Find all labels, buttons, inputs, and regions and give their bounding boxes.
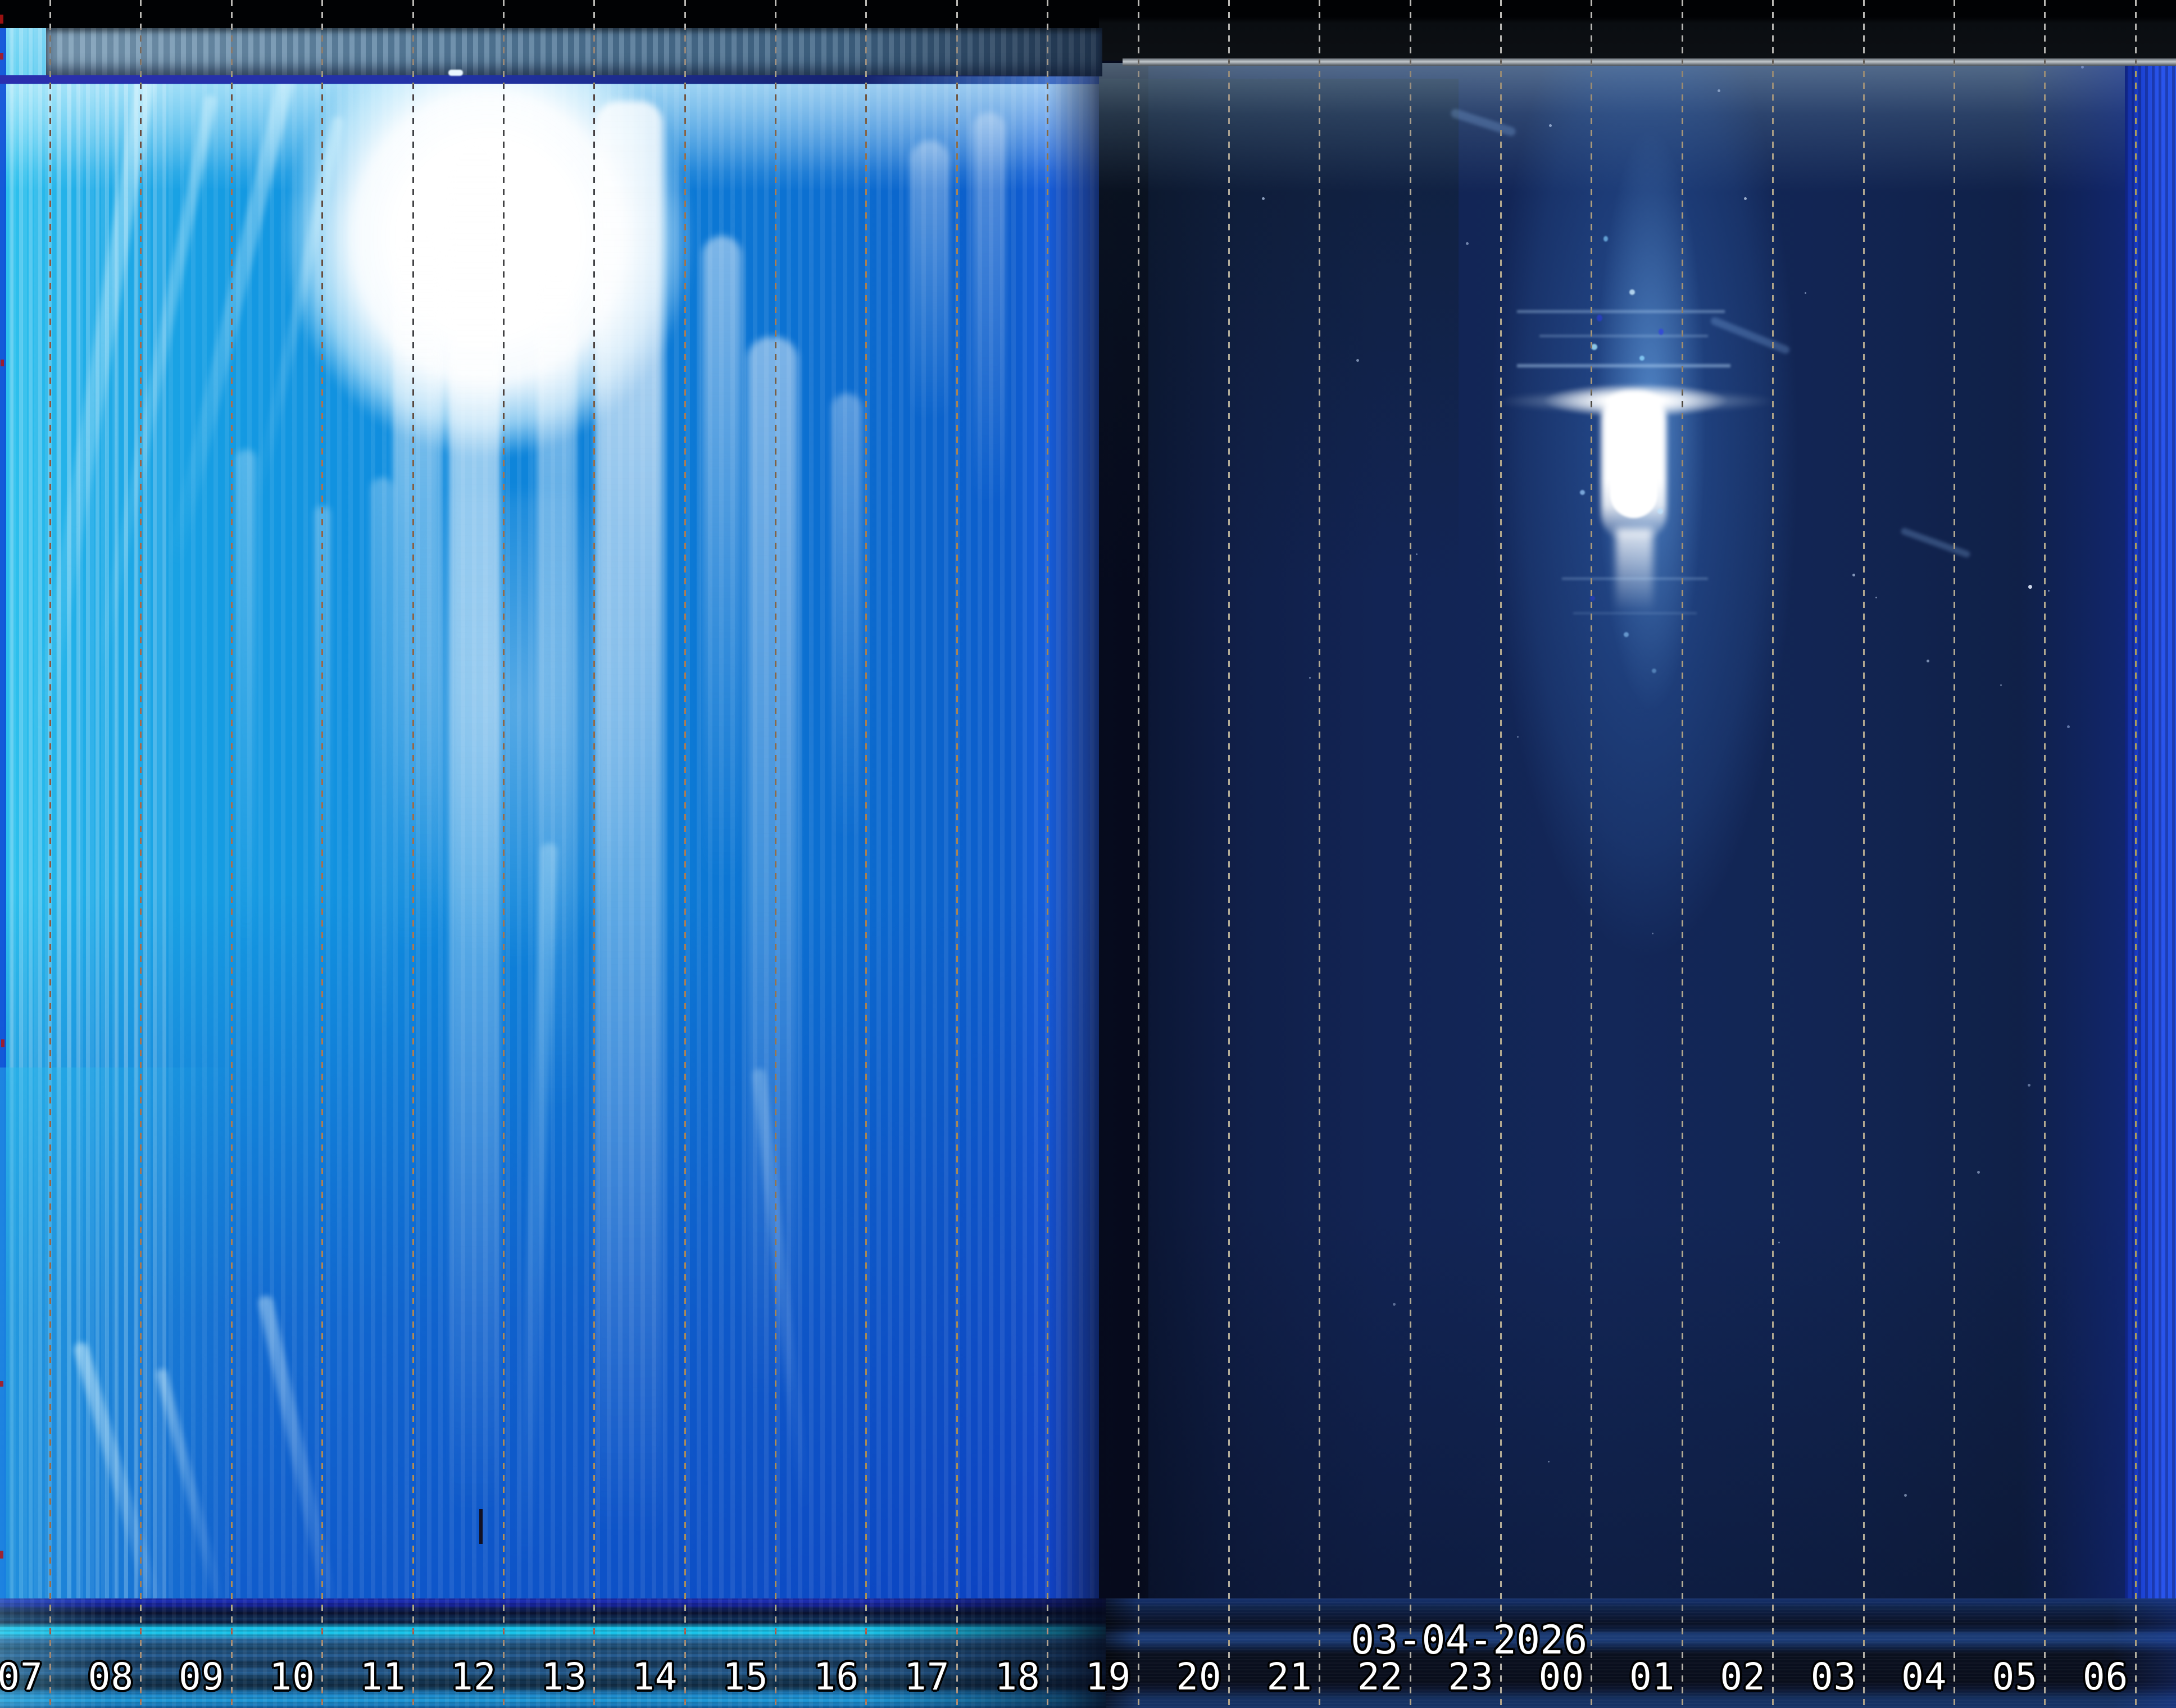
moon-speckle: [1580, 490, 1585, 495]
moon-speckle: [1591, 344, 1597, 350]
hour-label-19: 19: [1085, 1655, 1132, 1698]
hour-gridline-07: [49, 0, 51, 1708]
hour-gridline-01: [1681, 0, 1683, 1708]
hour-gridline-10: [321, 0, 324, 1708]
hour-label-04: 04: [1901, 1655, 1947, 1698]
hour-gridline-19: [1137, 0, 1139, 1708]
hour-label-03: 03: [1810, 1655, 1857, 1698]
moon-speckle: [1657, 508, 1663, 514]
hour-gridline-03: [1862, 0, 1865, 1708]
hour-label-12: 12: [451, 1655, 497, 1698]
hour-gridline-16: [865, 0, 867, 1708]
left-edge-column: [0, 26, 6, 1602]
red-edge-artifact: [0, 1381, 3, 1387]
cloud-streamer: [371, 478, 393, 1039]
moon-speckle: [1639, 356, 1645, 361]
hour-gridline-20: [1228, 0, 1230, 1708]
hour-gridline-14: [684, 0, 686, 1708]
dark-glitch-line: [479, 1509, 483, 1544]
moon-streak-line: [1562, 578, 1708, 580]
hour-gridline-04: [1953, 0, 1955, 1708]
hour-gridline-17: [956, 0, 958, 1708]
cloud-streamer: [832, 393, 862, 843]
top-black-bar-day: [0, 0, 1101, 28]
right-edge-band: [2125, 0, 2176, 1708]
moon-streak-line: [1539, 335, 1708, 337]
cloud-streamer: [393, 225, 441, 955]
hour-label-10: 10: [269, 1655, 315, 1698]
bottom-strip-day: [0, 1598, 1106, 1708]
cloud-streamer: [702, 236, 742, 882]
top-indigo-line: [0, 75, 1104, 84]
hour-label-01: 01: [1629, 1655, 1675, 1698]
moon-tail-glow: [1616, 528, 1653, 612]
moon-core: [1610, 400, 1657, 518]
hour-gridline-22: [1409, 0, 1411, 1708]
moon-speckle: [1659, 329, 1664, 335]
hour-label-05: 05: [1992, 1655, 2038, 1698]
bright-speck: [448, 70, 463, 76]
hour-label-07: 07: [0, 1655, 43, 1698]
cloud-streamer: [537, 270, 576, 1112]
hour-label-15: 15: [723, 1655, 769, 1698]
date-label: 03-04-2026: [1351, 1617, 1588, 1663]
hour-label-02: 02: [1720, 1655, 1766, 1698]
hour-gridline-05: [2044, 0, 2046, 1708]
hour-label-06: 06: [2082, 1655, 2129, 1698]
cloud-streamer: [910, 140, 950, 421]
hour-label-08: 08: [88, 1655, 134, 1698]
hour-gridline-06: [2134, 0, 2137, 1708]
red-edge-artifact: [0, 53, 3, 60]
hour-gridline-11: [412, 0, 414, 1708]
hour-label-16: 16: [813, 1655, 860, 1698]
right-edge-glow: [2020, 0, 2133, 1708]
moon-speckle: [1624, 632, 1629, 637]
hour-label-14: 14: [632, 1655, 678, 1698]
hour-label-18: 18: [994, 1655, 1041, 1698]
hour-label-00: 00: [1538, 1655, 1585, 1698]
moon-streak-line: [1573, 612, 1697, 614]
hour-label-17: 17: [904, 1655, 950, 1698]
hour-gridline-23: [1500, 0, 1502, 1708]
top-gray-line: [1123, 58, 2176, 66]
hour-label-23: 23: [1448, 1655, 1494, 1698]
hour-label-22: 22: [1357, 1655, 1403, 1698]
moon-streak-line: [1517, 364, 1730, 367]
red-edge-artifact: [0, 15, 3, 24]
cloud-streamer: [449, 140, 500, 1517]
hour-gridline-12: [502, 0, 505, 1708]
cloud-streamer: [236, 449, 256, 955]
hour-gridline-21: [1319, 0, 1321, 1708]
moon-speckle: [1590, 596, 1595, 601]
moon-speckle: [1603, 236, 1608, 242]
top-steel-band: [46, 28, 1102, 76]
bottom-strip-night: [1106, 1598, 2176, 1708]
hour-gridline-09: [230, 0, 233, 1708]
moon-streak-line: [1517, 310, 1725, 313]
red-edge-artifact: [0, 1551, 3, 1559]
hour-gridline-02: [1772, 0, 1774, 1708]
cloud-streamer: [747, 337, 798, 1405]
hour-gridline-13: [593, 0, 596, 1708]
moon-speckle: [1597, 315, 1602, 321]
hour-label-20: 20: [1176, 1655, 1222, 1698]
hour-label-13: 13: [541, 1655, 587, 1698]
moon-speckle: [1629, 289, 1635, 295]
red-edge-artifact: [1, 1039, 4, 1047]
cloud-streamer: [972, 112, 1006, 506]
hour-gridline-00: [1591, 0, 1593, 1708]
hour-gridline-15: [775, 0, 776, 1708]
red-edge-artifact: [1, 360, 4, 366]
hour-label-09: 09: [179, 1655, 225, 1698]
cloud-streamer: [596, 101, 663, 1539]
hour-gridline-08: [140, 0, 142, 1708]
hour-gridline-18: [1047, 0, 1049, 1708]
hour-label-11: 11: [360, 1655, 406, 1698]
hour-label-21: 21: [1266, 1655, 1312, 1698]
moon-speckle: [1652, 669, 1656, 673]
top-black-bar-night: [1099, 0, 2176, 61]
